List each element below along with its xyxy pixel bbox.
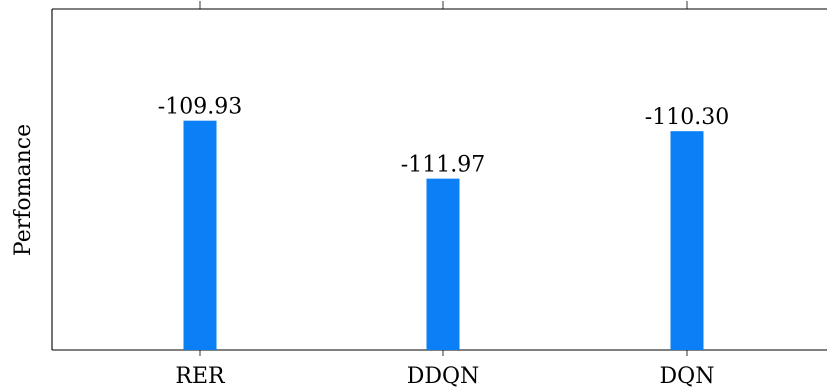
- x-tick-label-ddqn: DDQN: [407, 364, 480, 389]
- bar-ddqn: [426, 178, 460, 350]
- x-tick-labels: RER DDQN DQN: [175, 364, 714, 389]
- x-ticks: [199, 1, 688, 356]
- data-label-dqn: -110.30: [645, 105, 729, 130]
- bar-rer: [183, 120, 217, 351]
- x-tick-label-rer: RER: [175, 364, 226, 389]
- data-label-rer: -109.93: [158, 95, 242, 120]
- bar-dqn: [670, 131, 704, 350]
- data-labels: -109.93 -111.97 -110.30: [158, 95, 729, 178]
- data-label-ddqn: -111.97: [401, 153, 485, 178]
- bars: [183, 120, 704, 351]
- y-axis-label: Perfomance: [11, 124, 36, 256]
- x-tick-label-dqn: DQN: [660, 364, 715, 389]
